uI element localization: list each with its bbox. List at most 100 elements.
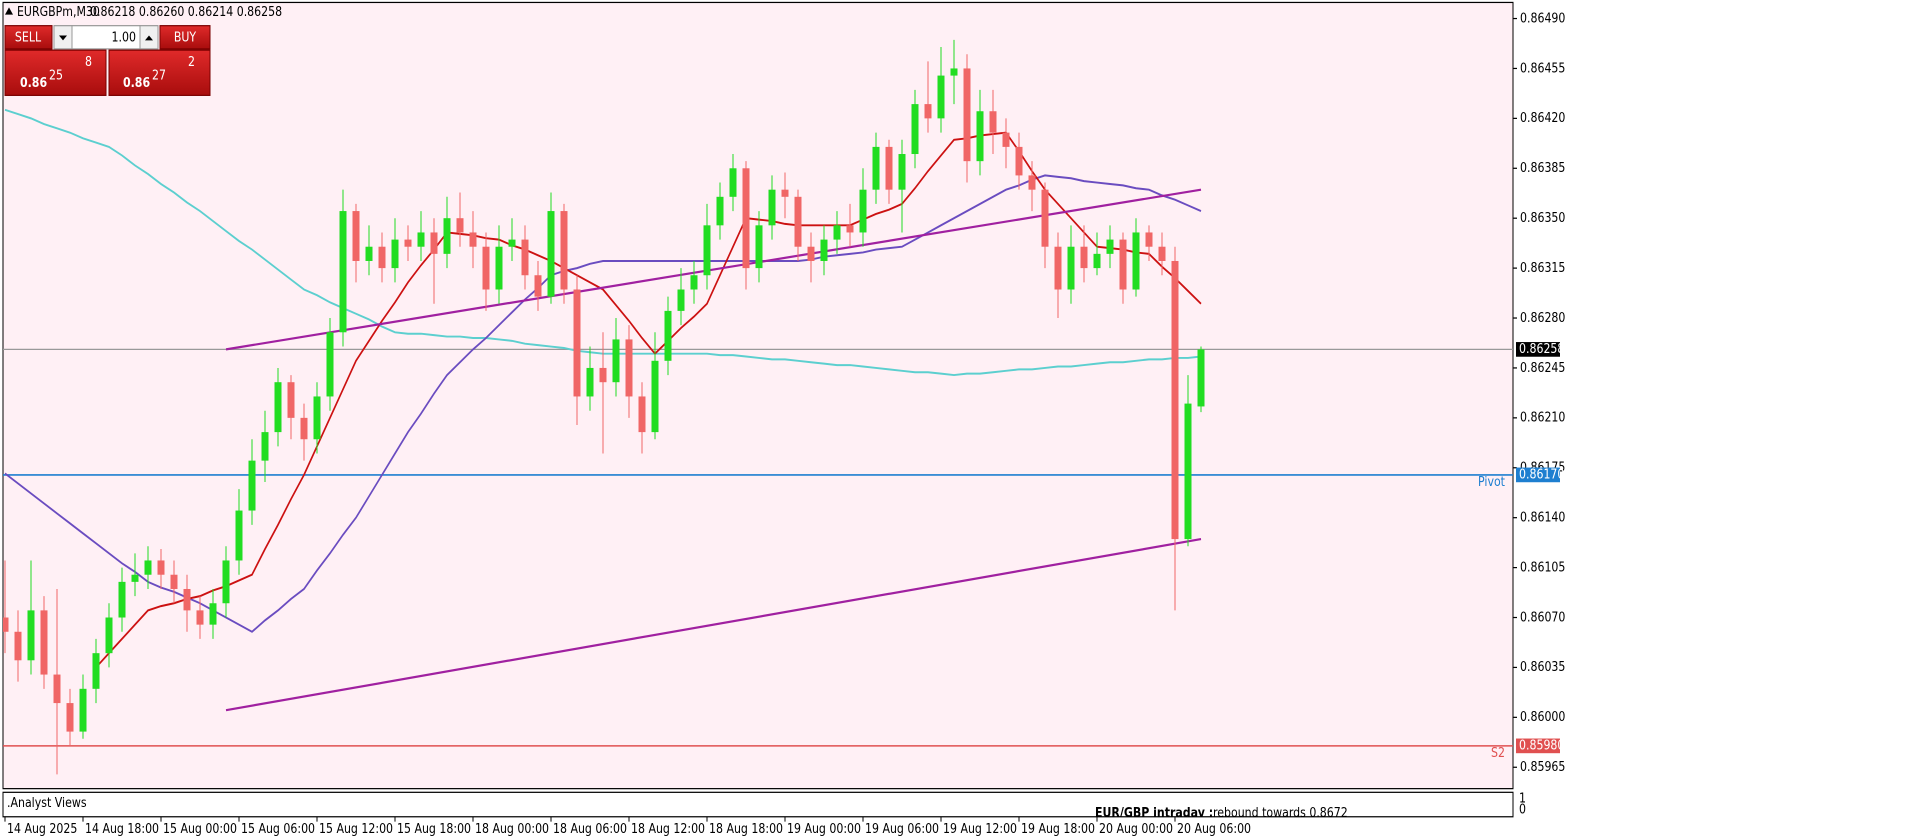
current-price-label: 0.86258 <box>1519 341 1564 356</box>
sell-button[interactable] <box>4 25 53 50</box>
y-tick-label: 0.86035 <box>1520 659 1565 674</box>
pane-scale-bottom: 0 <box>1519 801 1526 816</box>
sell-pips: 25 <box>49 68 63 83</box>
buy-fraction: 2 <box>188 54 195 69</box>
candle-body <box>118 581 126 618</box>
x-tick-label: 20 Aug 06:00 <box>1177 821 1251 836</box>
candle-body <box>3 617 9 632</box>
candle-body <box>313 396 321 440</box>
y-tick-label: 0.86105 <box>1520 559 1565 574</box>
candle-body <box>1002 132 1010 147</box>
candle-body <box>872 146 880 190</box>
trendline <box>225 537 1202 712</box>
candle-body <box>144 560 152 575</box>
candle-body <box>651 360 659 433</box>
buy-big-figure: 0.86 <box>123 75 150 90</box>
candle-body <box>625 339 633 397</box>
collapse-icon[interactable] <box>5 7 13 15</box>
candle-body <box>1028 175 1036 190</box>
candle-body <box>859 189 867 233</box>
candle-body <box>729 168 737 197</box>
candle-body <box>755 225 763 269</box>
candle-body <box>911 104 919 155</box>
candle-body <box>560 211 568 290</box>
candle-body <box>27 610 35 661</box>
x-tick-label: 20 Aug 00:00 <box>1099 821 1173 836</box>
candle-body <box>352 211 360 261</box>
candle-body <box>482 246 490 290</box>
x-tick-label: 14 Aug 18:00 <box>85 821 159 836</box>
candle-body <box>339 211 347 333</box>
level-price-label: 0.86170 <box>1519 467 1564 482</box>
candle-body <box>430 232 438 254</box>
candle-body <box>950 68 958 76</box>
y-tick-label: 0.86000 <box>1520 709 1565 724</box>
indicator-pane <box>2 791 1514 818</box>
y-tick-label: 0.86315 <box>1520 260 1565 275</box>
candle-body <box>599 367 607 383</box>
buy-button[interactable] <box>159 25 211 50</box>
volume-value: 1.00 <box>112 30 136 45</box>
candle-body <box>1080 246 1088 269</box>
candle-body <box>976 111 984 162</box>
candle-body <box>820 239 828 261</box>
trade-panel: SELL 1.00 BUY 0.86 25 8 0.86 27 2 <box>4 25 211 96</box>
candle-body <box>443 218 451 254</box>
candle-body <box>326 332 334 397</box>
y-tick-label: 0.86455 <box>1520 60 1565 75</box>
indicator-headline: EUR/GBP intraday : <box>1095 805 1213 820</box>
candle-body <box>157 560 165 575</box>
candle-body <box>898 154 906 190</box>
candle-body <box>209 603 217 625</box>
candle-body <box>1145 232 1153 247</box>
candle-body <box>846 225 854 233</box>
candle-body <box>1106 239 1114 254</box>
candle-body <box>508 239 516 247</box>
candle-body <box>924 104 932 119</box>
candle-body <box>1054 246 1062 290</box>
x-tick-label: 15 Aug 12:00 <box>319 821 393 836</box>
x-tick-label: 18 Aug 00:00 <box>475 821 549 836</box>
sell-price-box[interactable] <box>4 49 107 96</box>
candle-body <box>1015 146 1023 176</box>
x-tick-label: 19 Aug 06:00 <box>865 821 939 836</box>
candle-body <box>40 610 48 675</box>
level-price-box <box>1516 738 1560 754</box>
candle-body <box>92 653 100 689</box>
x-tick-label: 15 Aug 00:00 <box>163 821 237 836</box>
candle-body <box>417 232 425 247</box>
candle-body <box>742 168 750 269</box>
candle-body <box>261 432 269 461</box>
level-price-label: 0.85980 <box>1519 738 1564 753</box>
x-tick-label: 19 Aug 18:00 <box>1021 821 1095 836</box>
candle-body <box>690 275 698 290</box>
y-tick-label: 0.86420 <box>1520 110 1565 125</box>
candle-body <box>1093 253 1101 269</box>
candle-body <box>885 146 893 190</box>
candle-body <box>937 75 945 119</box>
candle-body <box>391 239 399 269</box>
candle-body <box>105 617 113 654</box>
buy-price-box[interactable] <box>108 49 211 96</box>
candle-body <box>1197 349 1205 407</box>
candle-body <box>586 367 594 397</box>
candle-body <box>1158 246 1166 261</box>
candle-body <box>677 289 685 311</box>
sell-label: SELL <box>15 30 41 45</box>
y-tick-label: 0.86070 <box>1520 609 1565 624</box>
candle-body <box>1184 403 1192 540</box>
candle-body <box>547 211 555 297</box>
y-tick-label: 0.86385 <box>1520 160 1565 175</box>
candle-body <box>612 339 620 383</box>
candle-body <box>781 189 789 197</box>
x-tick-label: 18 Aug 18:00 <box>709 821 783 836</box>
candle-body <box>378 246 386 269</box>
plot-area <box>2 1 1514 790</box>
candle-body <box>989 111 997 133</box>
indicator-title: .Analyst Views <box>7 795 87 810</box>
candle-body <box>456 218 464 233</box>
symbol: EURGBPm,M30 <box>17 4 100 19</box>
candle-body <box>14 631 22 661</box>
